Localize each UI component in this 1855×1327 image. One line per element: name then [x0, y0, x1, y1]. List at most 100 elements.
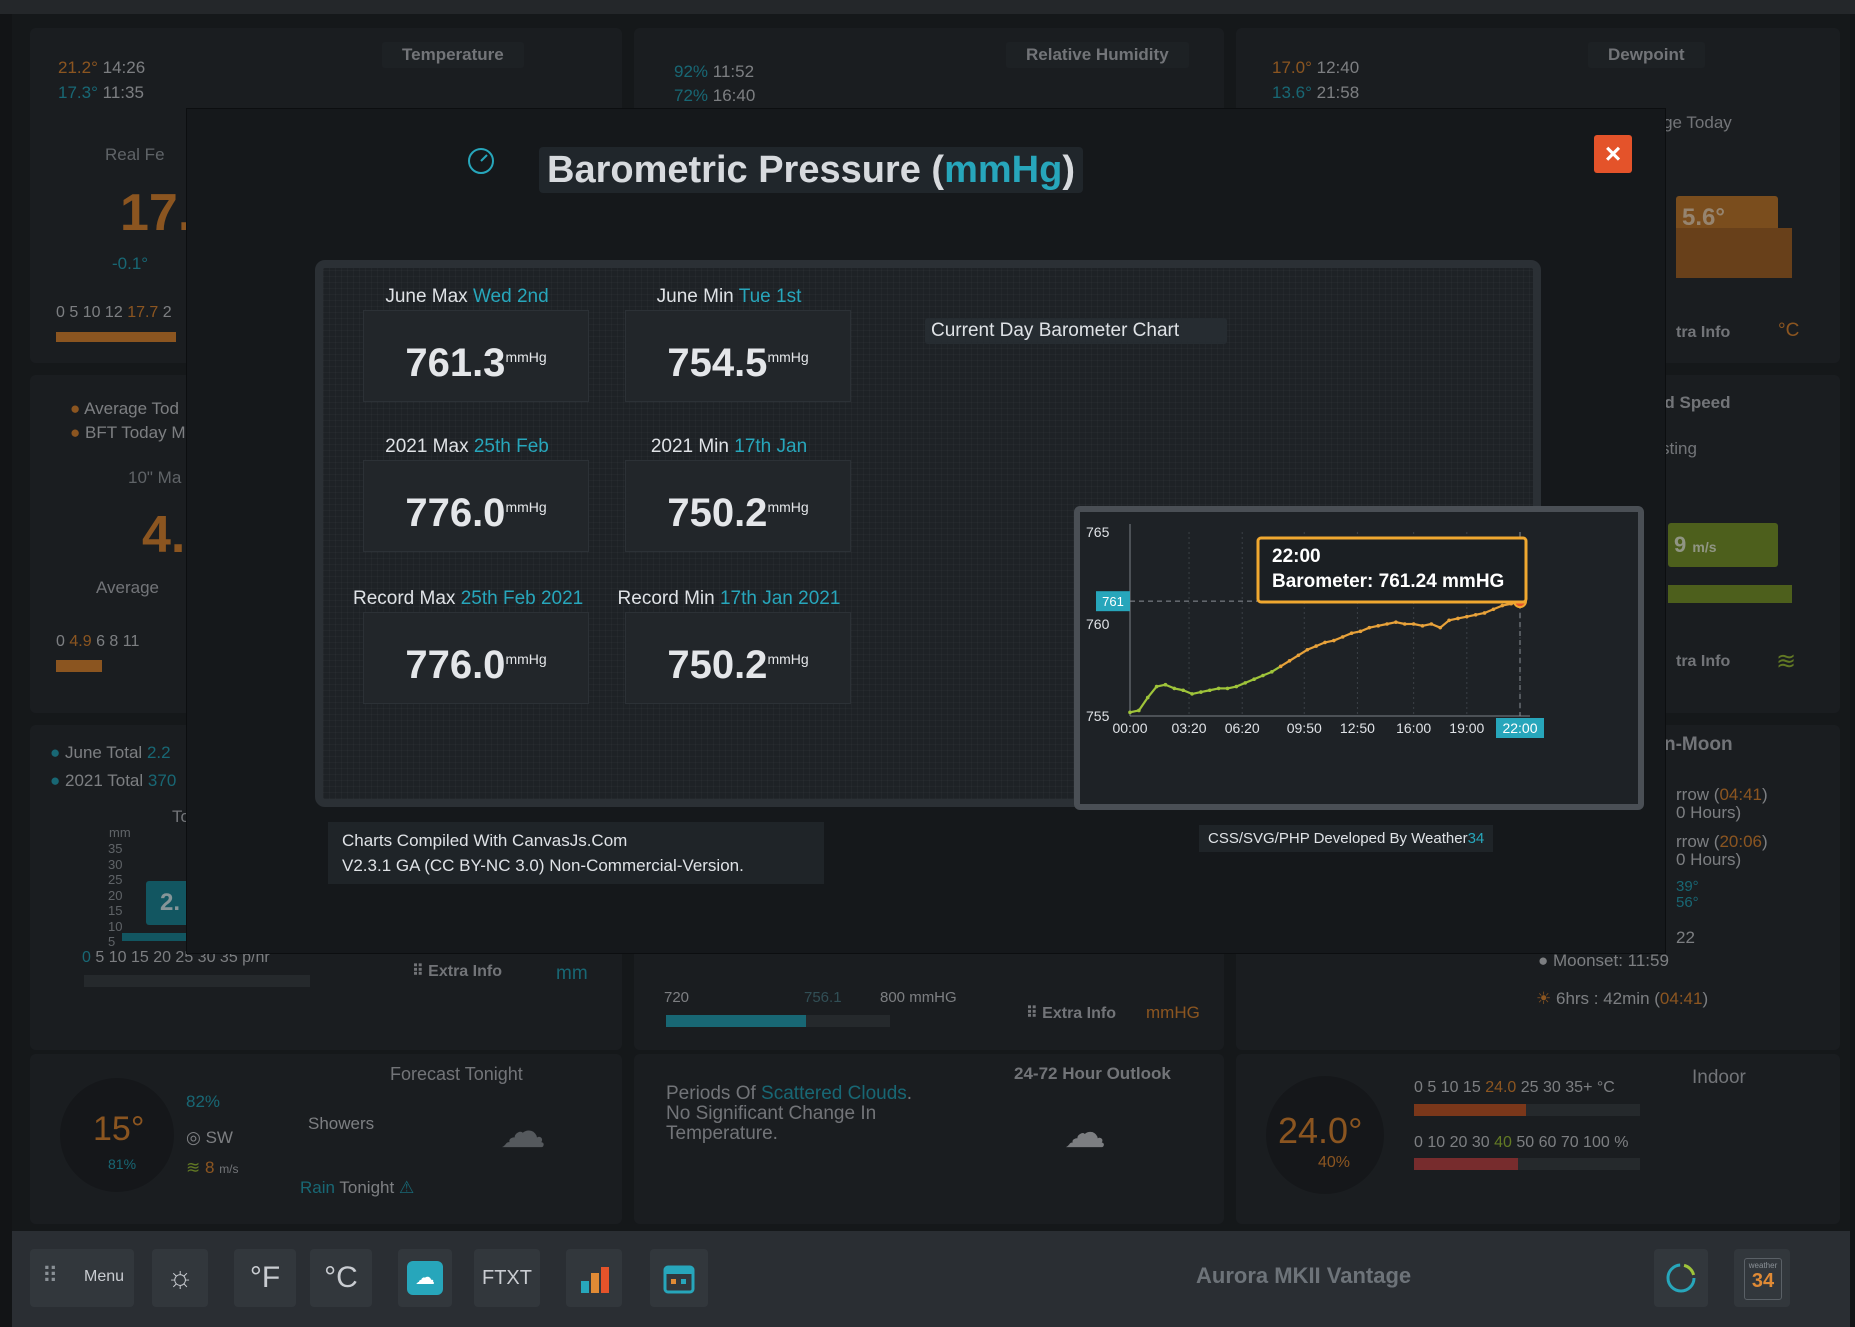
data-point — [1154, 684, 1159, 689]
wind-speed-bar — [1668, 585, 1792, 603]
scale-b: 25 30 35+ °C — [1520, 1079, 1615, 1096]
title-unit: mmHg — [944, 149, 1063, 191]
ftxt-button[interactable]: FTXT — [474, 1249, 540, 1307]
compass-icon: ◎ — [186, 1128, 201, 1147]
stat-date: 25th Feb — [473, 436, 549, 457]
chart-title: Current Day Barometer Chart — [925, 318, 1227, 344]
calendar-button[interactable] — [650, 1249, 708, 1307]
data-point — [1456, 616, 1460, 621]
indoor-hum: 40% — [1318, 1154, 1351, 1171]
bft-today-text: BFT Today M — [85, 423, 186, 442]
weather34-logo[interactable]: weather 34 — [1734, 1249, 1790, 1307]
outlook-title: 24-72 Hour Outlook — [1014, 1064, 1171, 1083]
year-total-label: 2021 Total — [65, 771, 144, 790]
stat-value-box: 754.5mmHg — [625, 310, 851, 402]
x-tick-label: 00:00 — [1112, 720, 1147, 736]
stat-date: Wed 2nd — [472, 286, 549, 307]
extra-info-link[interactable]: tra Info — [1676, 653, 1731, 670]
temp-min-row: 17.3° 11:35 — [58, 83, 144, 103]
fahrenheit-button[interactable]: °F — [234, 1249, 296, 1307]
sun-icon: ☀ — [1536, 989, 1552, 1008]
refresh-button[interactable] — [1654, 1249, 1708, 1307]
stat-unit: mmHg — [505, 499, 547, 515]
stat-value: 761.3 — [405, 341, 506, 385]
sunrise-info: rrow (04:41) 0 Hours) — [1676, 786, 1768, 822]
june-total: ● June Total 2.2 — [50, 743, 171, 762]
weather34-badge: weather 34 — [1744, 1258, 1782, 1300]
theme-toggle-button[interactable]: ☼ — [152, 1249, 208, 1307]
sunset-hours: 0 Hours) — [1676, 850, 1742, 869]
stat-unit: mmHg — [505, 651, 547, 667]
wind-scale: 0 4.9 6 8 11 — [56, 633, 139, 651]
extra-info-link[interactable]: tra Info — [1676, 324, 1731, 341]
calendar-icon — [663, 1265, 695, 1294]
angle-2: 56° — [1676, 894, 1699, 911]
charts-button[interactable] — [566, 1249, 622, 1307]
stat-unit: mmHg — [767, 499, 809, 515]
data-point — [1172, 686, 1177, 691]
grid-icon: ⠿ — [1026, 1005, 1038, 1022]
weather-app-button[interactable]: ☁ — [398, 1249, 452, 1307]
unit-toggle[interactable]: mm — [556, 963, 588, 984]
humidity-max-row: 92% 11:52 — [674, 62, 754, 82]
unit-toggle[interactable]: °C — [1778, 320, 1800, 341]
scale-a: 0 10 20 30 — [1414, 1134, 1490, 1151]
dewpoint-min: 13.6° — [1272, 83, 1312, 102]
data-point — [1137, 708, 1141, 713]
stat-value-box: 776.0mmHg — [363, 612, 589, 704]
avg-today-text: Average Tod — [84, 399, 179, 418]
celsius-button[interactable]: °C — [310, 1249, 372, 1307]
close-button[interactable]: × — [1594, 135, 1632, 173]
moon-time: 22 — [1676, 928, 1695, 947]
tooltip-time: 22:00 — [1272, 546, 1321, 567]
forecast-gauge — [60, 1078, 174, 1192]
menu-button[interactable]: ⠿ Menu — [30, 1249, 134, 1307]
daylight-text: 6hrs : 42min ( — [1555, 989, 1660, 1008]
data-point — [1296, 653, 1301, 658]
wind-value: 4. — [142, 506, 186, 564]
rain-rate-bar — [84, 975, 310, 987]
indoor-title: Indoor — [1692, 1067, 1746, 1088]
tonight-word: Tonight — [339, 1178, 395, 1197]
modal-title: Barometric Pressure (mmHg) — [539, 147, 1083, 193]
scale-a: 0 5 10 15 — [1414, 1079, 1481, 1096]
stat-value-box: 761.3mmHg — [363, 310, 589, 402]
tile-title: Dewpoint — [1588, 42, 1705, 68]
scale-zero: 0 — [82, 949, 91, 966]
indoor-temp-fill — [1414, 1104, 1526, 1116]
year-total-value: 370 — [147, 771, 177, 790]
sunset-info: rrow (20:06) 0 Hours) — [1676, 833, 1768, 869]
dewpoint-max-time: 12:40 — [1316, 58, 1360, 77]
extra-info-link[interactable]: ⠿ Extra Info — [1026, 1003, 1116, 1023]
outlook-line1c: . — [906, 1083, 913, 1104]
indoor-hum-bar — [1414, 1158, 1640, 1170]
footer-bar: ⠿ Menu ☼ °F °C ☁ FTXT Aurora MKII Vantag… — [12, 1231, 1850, 1327]
stat-label: 2021 Max 25th Feb — [353, 436, 581, 458]
unit-toggle[interactable]: mmHG — [1146, 1003, 1200, 1022]
extra-info-link[interactable]: ⠿ Extra Info — [412, 961, 502, 981]
station-name: Aurora MKII Vantage — [1196, 1263, 1412, 1288]
dewpoint-bar — [1676, 228, 1792, 278]
data-point — [1323, 640, 1327, 645]
scale-b: 50 60 70 100 % — [1516, 1134, 1629, 1151]
x-tick-label: 22:00 — [1502, 720, 1537, 736]
current-y-label: 761 — [1102, 594, 1124, 609]
year-total: ● 2021 Total 370 — [50, 771, 177, 790]
pressure-bar-fill — [666, 1015, 806, 1027]
wind-bar — [56, 660, 102, 672]
extra-info-text: Extra Info — [428, 963, 502, 980]
wind-average-label: Average — [96, 578, 160, 597]
series-segment — [1137, 696, 1149, 712]
stat-date: 25th Feb 2021 — [460, 588, 584, 609]
rain-scale: 0 5 10 15 20 25 30 35 p/hr — [82, 949, 270, 967]
x-tick-label: 03:20 — [1172, 720, 1207, 736]
data-point — [1225, 686, 1230, 691]
stat-value: 776.0 — [405, 643, 506, 687]
sun-icon: ☼ — [166, 1261, 194, 1294]
temp-min-time: 11:35 — [102, 83, 144, 102]
rain-y-labels: 35 30 25 20 15 10 5 — [108, 841, 122, 950]
indoor-tile: Indoor 24.0° 40% 0 5 10 15 24.0 25 30 35… — [1236, 1054, 1840, 1224]
barometer-modal: Barometric Pressure (mmHg) × June Max We… — [187, 109, 1665, 953]
pressure-scale: 720 — [664, 989, 689, 1006]
